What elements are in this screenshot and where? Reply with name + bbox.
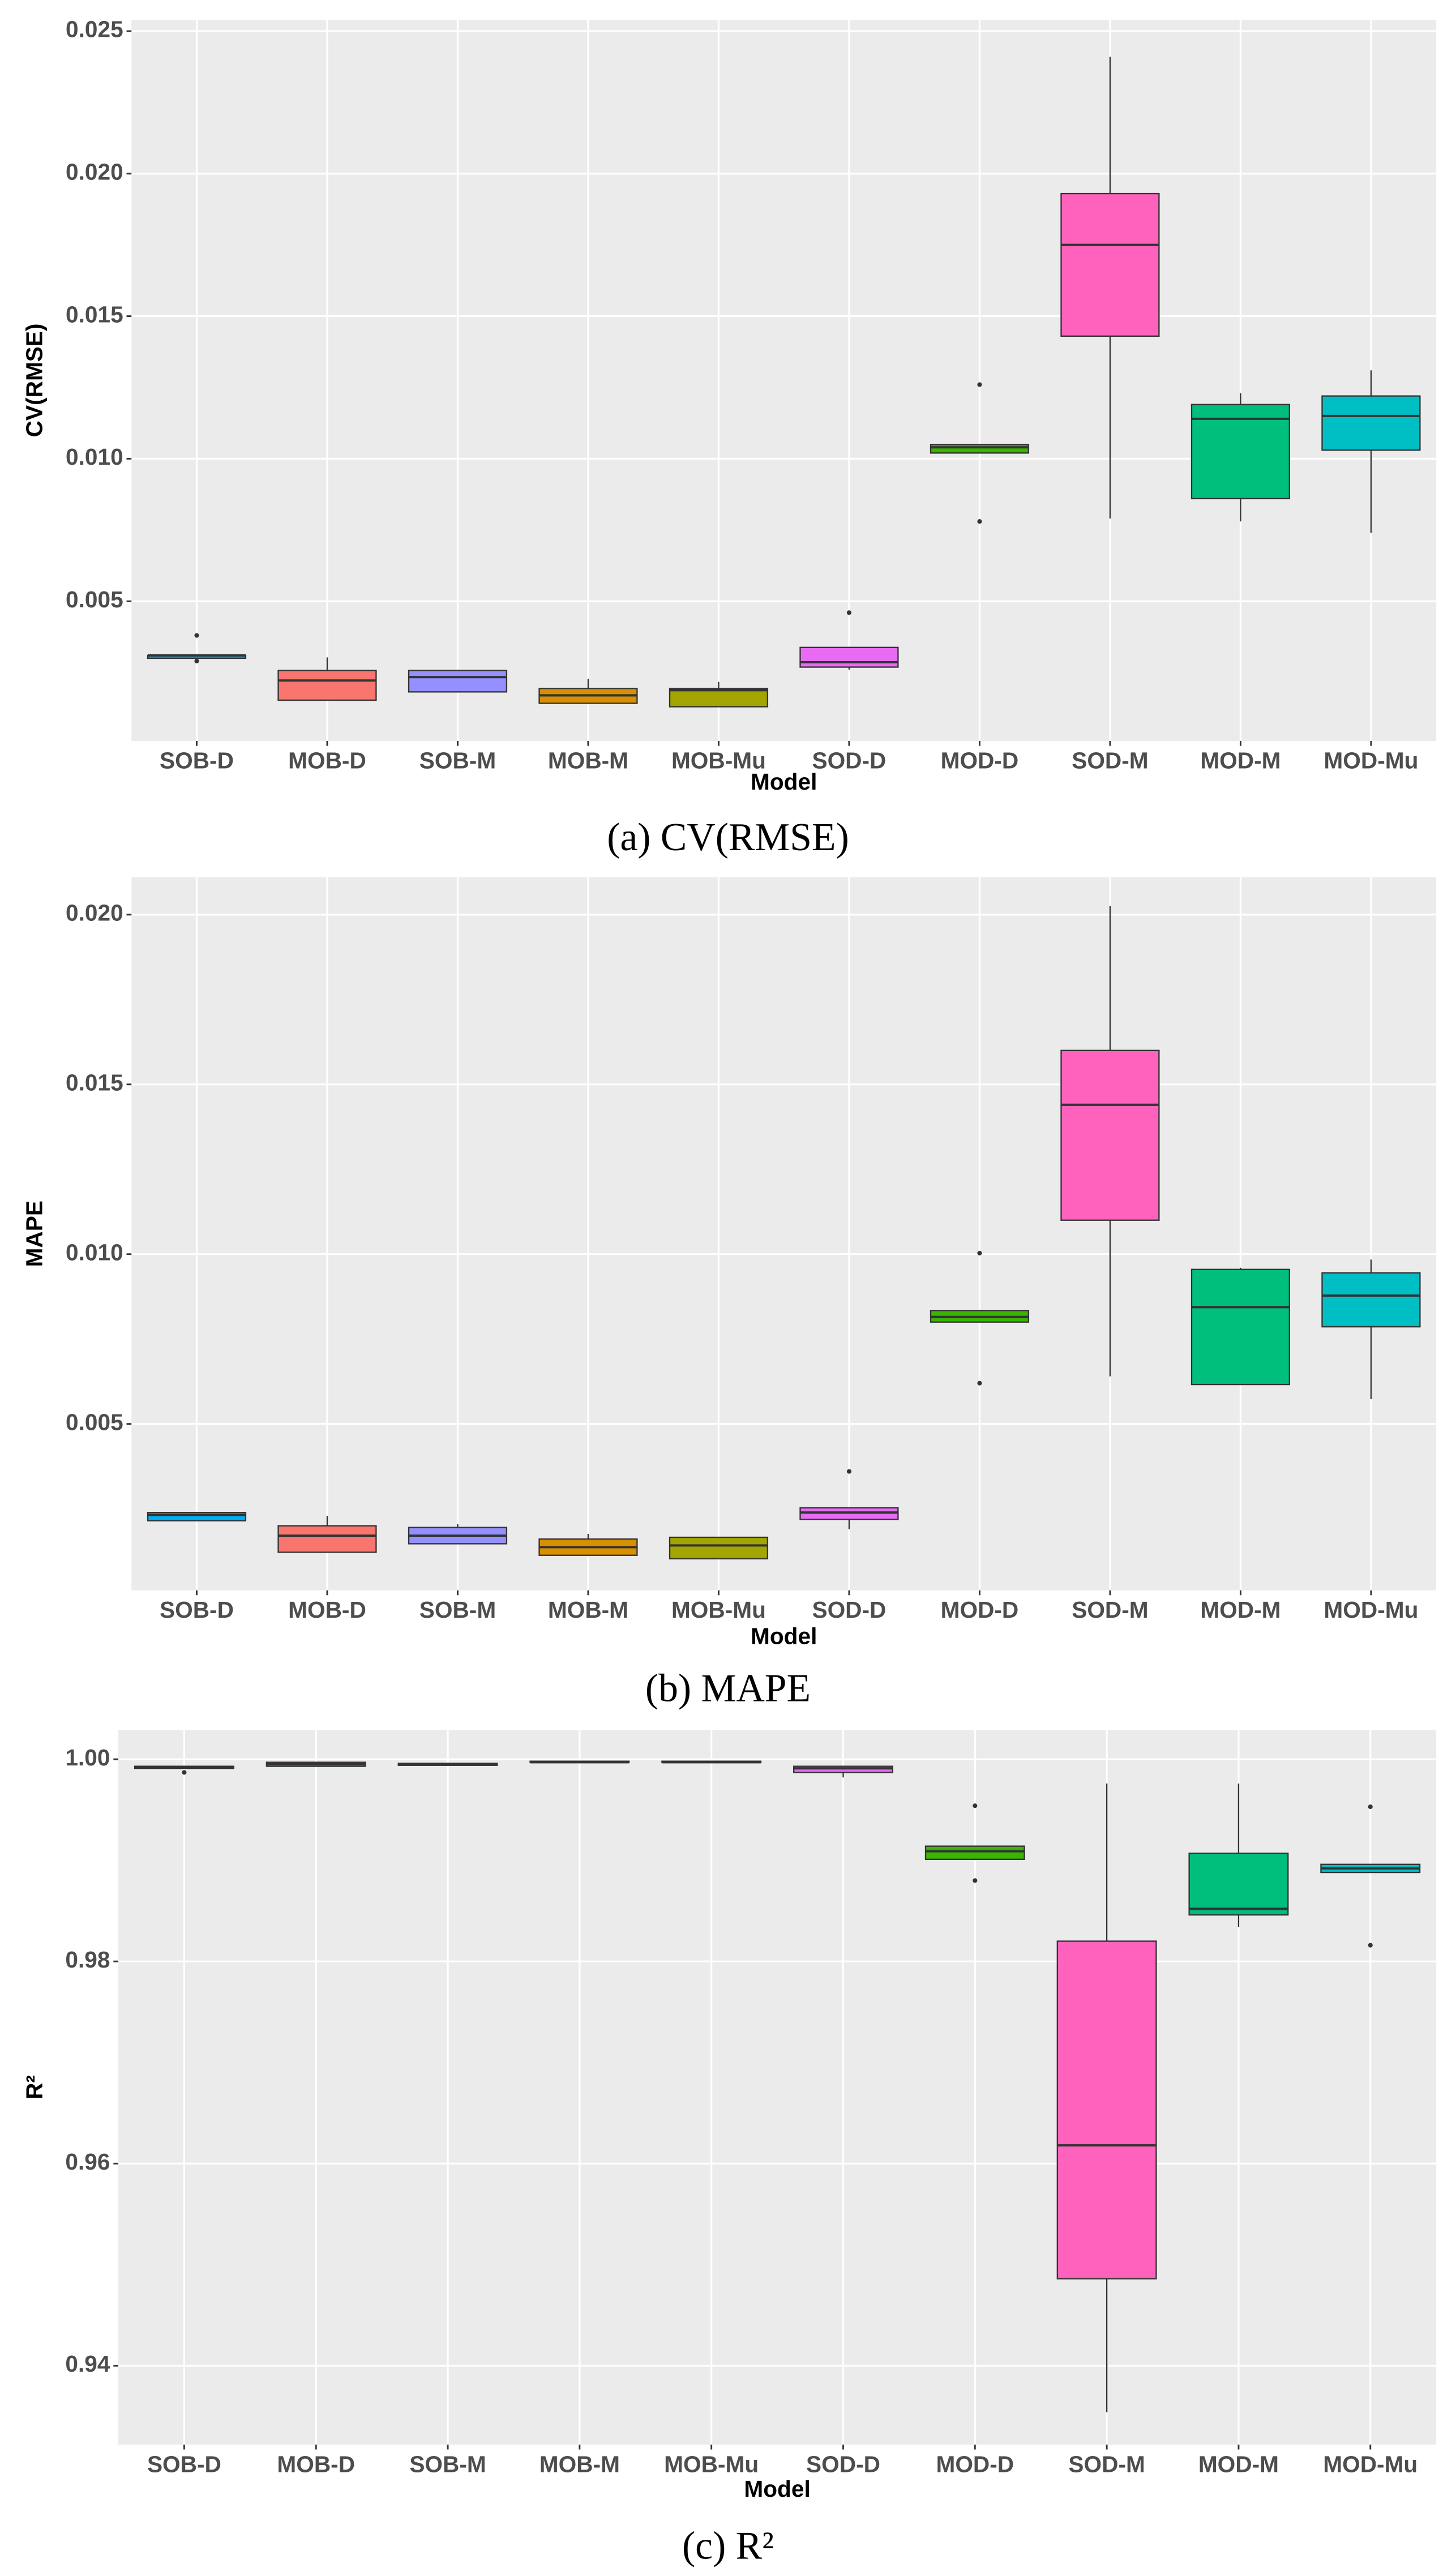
box (277, 1525, 377, 1553)
box (1056, 1940, 1157, 2280)
box (669, 1536, 769, 1559)
panel-background (131, 877, 1437, 1591)
box (408, 670, 508, 693)
outlier (973, 1803, 978, 1808)
x-tick-label: SOB-M (409, 2451, 486, 2477)
outlier (1368, 1943, 1373, 1948)
y-tick-label: 0.025 (66, 16, 123, 42)
outlier (973, 1878, 978, 1883)
y-tick-label: 1.00 (65, 1745, 110, 1771)
box (1060, 1049, 1160, 1221)
x-tick-label: SOD-M (1072, 747, 1148, 773)
x-tick-label: SOD-M (1072, 1597, 1148, 1623)
box (1191, 1268, 1291, 1386)
x-tick-label: MOB-M (539, 2451, 620, 2477)
panel-background (131, 19, 1437, 741)
x-tick-label: MOB-Mu (671, 747, 766, 773)
x-axis-title: Model (751, 1623, 817, 1649)
box (277, 670, 377, 701)
x-tick-label: MOD-Mu (1324, 1597, 1418, 1623)
box (924, 1845, 1025, 1860)
x-tick-label: SOD-D (812, 1597, 886, 1623)
y-tick-label: 0.020 (66, 159, 123, 185)
x-tick-label: SOB-M (419, 747, 496, 773)
x-tick-label: MOB-D (277, 2451, 355, 2477)
panel-background (118, 1730, 1437, 2445)
caption: (c) R² (682, 2524, 774, 2568)
y-axis-title: R² (22, 2075, 48, 2099)
box (1060, 192, 1160, 337)
outlier (194, 658, 199, 664)
x-tick-label: MOD-D (941, 1597, 1019, 1623)
y-tick-label: 0.005 (66, 1409, 123, 1435)
x-tick-label: MOB-D (288, 747, 366, 773)
x-tick-label: SOD-D (812, 747, 886, 773)
y-tick-label: 0.005 (66, 586, 123, 612)
box (930, 444, 1030, 454)
x-tick-label: SOB-M (419, 1597, 496, 1623)
x-tick-label: MOB-M (548, 747, 628, 773)
x-tick-label: SOB-D (147, 2451, 221, 2477)
y-axis-title: CV(RMSE) (22, 323, 48, 437)
x-tick-label: MOD-Mu (1324, 747, 1418, 773)
x-axis-title: Model (751, 769, 817, 795)
y-tick-label: 0.010 (66, 444, 123, 470)
y-tick-label: 0.015 (66, 1070, 123, 1096)
x-tick-label: MOB-D (288, 1597, 366, 1623)
x-tick-label: MOD-M (1200, 1597, 1281, 1623)
y-tick-label: 0.010 (66, 1239, 123, 1265)
x-tick-label: MOB-M (548, 1597, 628, 1623)
x-tick-label: SOB-D (160, 747, 234, 773)
outlier (1368, 1804, 1373, 1810)
box (1188, 1852, 1289, 1916)
y-tick-label: 0.015 (66, 301, 123, 327)
outlier (182, 1770, 187, 1775)
outlier (977, 1250, 982, 1255)
x-tick-label: MOD-D (936, 2451, 1014, 2477)
x-tick-label: MOD-D (941, 747, 1019, 773)
box (147, 1512, 247, 1521)
box (799, 646, 899, 668)
x-tick-label: MOD-M (1198, 2451, 1279, 2477)
outlier (846, 610, 852, 615)
caption: (a) CV(RMSE) (607, 816, 849, 859)
outlier (977, 382, 982, 387)
outlier (846, 1469, 852, 1474)
box (669, 688, 769, 708)
x-tick-label: SOD-D (806, 2451, 880, 2477)
box (1321, 395, 1421, 451)
y-tick-label: 0.96 (65, 2149, 110, 2175)
x-tick-label: MOB-Mu (664, 2451, 759, 2477)
x-tick-label: SOD-M (1068, 2451, 1145, 2477)
x-tick-label: MOD-M (1200, 747, 1281, 773)
box (1191, 404, 1291, 500)
x-tick-label: MOD-Mu (1323, 2451, 1418, 2477)
box (1321, 1272, 1421, 1328)
outlier (194, 633, 199, 638)
caption: (b) MAPE (645, 1666, 811, 1710)
y-axis-title: MAPE (22, 1201, 48, 1267)
y-tick-label: 0.98 (65, 1947, 110, 1973)
y-tick-label: 0.94 (65, 2351, 110, 2377)
x-axis-title: Model (744, 2476, 810, 2502)
outlier (977, 1381, 982, 1386)
x-tick-label: MOB-Mu (671, 1597, 766, 1623)
y-tick-label: 0.020 (66, 900, 123, 926)
outlier (977, 519, 982, 524)
x-tick-label: SOB-D (160, 1597, 234, 1623)
